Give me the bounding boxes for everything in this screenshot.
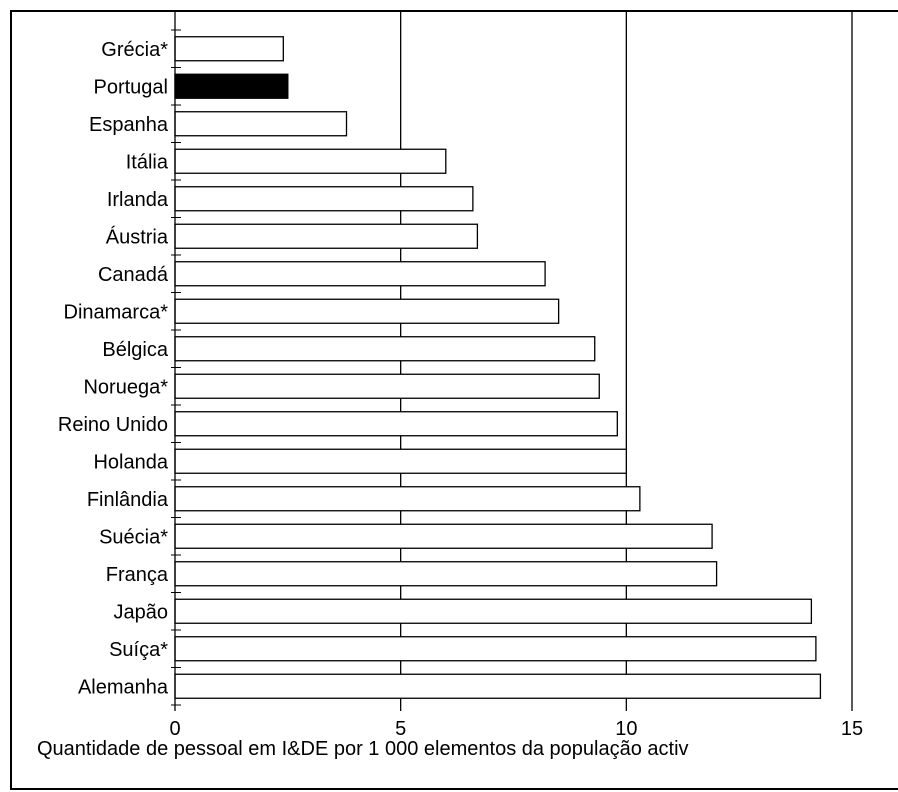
- y-tick-label: Noruega*: [83, 376, 168, 398]
- y-tick-label: Suécia*: [99, 526, 168, 548]
- bar: [174, 373, 600, 399]
- y-tick-label: Alemanha: [78, 676, 169, 698]
- bar: [174, 223, 479, 249]
- y-tick-label: Espanha: [89, 114, 169, 136]
- bar: [174, 186, 474, 212]
- bar-chart: Grécia* Portugal Espanha Itália Irlanda Áustr…: [37, 12, 863, 760]
- y-tick-label: Finlândia: [87, 489, 169, 511]
- bar: [174, 411, 618, 437]
- y-tick-label: Suíça*: [109, 639, 168, 661]
- x-tick-label: 15: [841, 718, 863, 740]
- y-tick-label: Portugal: [94, 76, 169, 98]
- bar: [174, 486, 641, 512]
- bar: [174, 448, 627, 474]
- bar: [174, 36, 284, 62]
- y-tick-label: Reino Unido: [58, 414, 168, 436]
- y-tick-label: Grécia*: [101, 39, 168, 61]
- bar: [174, 598, 813, 624]
- bar: [174, 73, 289, 99]
- x-tick-label: 5: [395, 718, 406, 740]
- bar: [174, 673, 822, 699]
- y-tick-label: Irlanda: [107, 189, 169, 211]
- bar: [174, 523, 713, 549]
- bar: [174, 111, 348, 137]
- y-tick-label: Canadá: [98, 264, 169, 286]
- bar: [174, 261, 546, 287]
- y-tick-label: Japão: [114, 601, 169, 623]
- x-tick-label: 10: [615, 718, 637, 740]
- bar: [174, 298, 560, 324]
- bar: [174, 336, 596, 362]
- chart-frame: Grécia* Portugal Espanha Itália Irlanda Áustr…: [10, 10, 898, 790]
- x-axis-title: Quantidade de pessoal em I&DE por 1 000 …: [37, 738, 689, 760]
- y-tick-label: Holanda: [93, 451, 168, 473]
- y-tick-label: Áustria: [106, 225, 169, 248]
- y-tick-label: Dinamarca*: [64, 301, 169, 323]
- y-tick-label: França: [106, 564, 169, 586]
- bar: [174, 148, 447, 174]
- y-tick-label: Bélgica: [102, 339, 168, 361]
- bar: [174, 636, 817, 662]
- bar: [174, 561, 718, 587]
- y-tick-label: Itália: [126, 151, 169, 173]
- x-tick-label: 0: [169, 718, 180, 740]
